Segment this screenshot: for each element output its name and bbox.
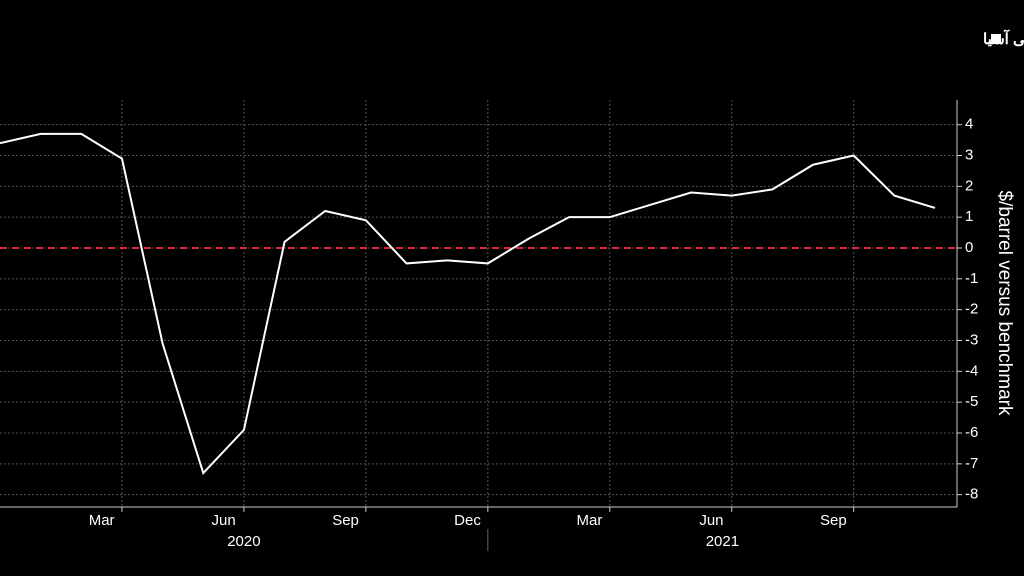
y-tick-label: 1 (965, 208, 973, 225)
y-tick-label: 3 (965, 146, 973, 163)
legend-swatch (991, 34, 1001, 44)
y-tick-label: 4 (965, 116, 973, 133)
year-label: 2021 (706, 533, 739, 550)
year-label: 2020 (227, 533, 260, 550)
y-tick-label: -6 (965, 424, 978, 441)
x-tick-label: Sep (820, 512, 847, 529)
y-tick-label: -5 (965, 393, 978, 410)
y-tick-label: -1 (965, 270, 978, 287)
y-tick-label: -7 (965, 455, 978, 472)
legend-label: سعر الخام العربي الخفيف من أرامكو المتجه… (983, 28, 1024, 49)
y-tick-label: -4 (965, 362, 978, 379)
y-tick-label: 2 (965, 177, 973, 194)
y-tick-label: 0 (965, 239, 973, 256)
x-tick-label: Jun (211, 512, 235, 529)
y-tick-label: -3 (965, 331, 978, 348)
x-tick-label: Dec (454, 512, 481, 529)
data-line (0, 132, 936, 476)
y-axis-label: $/barrel versus benchmark (994, 191, 1015, 416)
y-tick-label: -2 (965, 301, 978, 318)
x-tick-label: Jun (699, 512, 723, 529)
x-tick-label: Sep (332, 512, 359, 529)
x-tick-label: Mar (577, 512, 603, 529)
x-tick-label: Mar (89, 512, 115, 529)
y-tick-label: -8 (965, 486, 978, 503)
